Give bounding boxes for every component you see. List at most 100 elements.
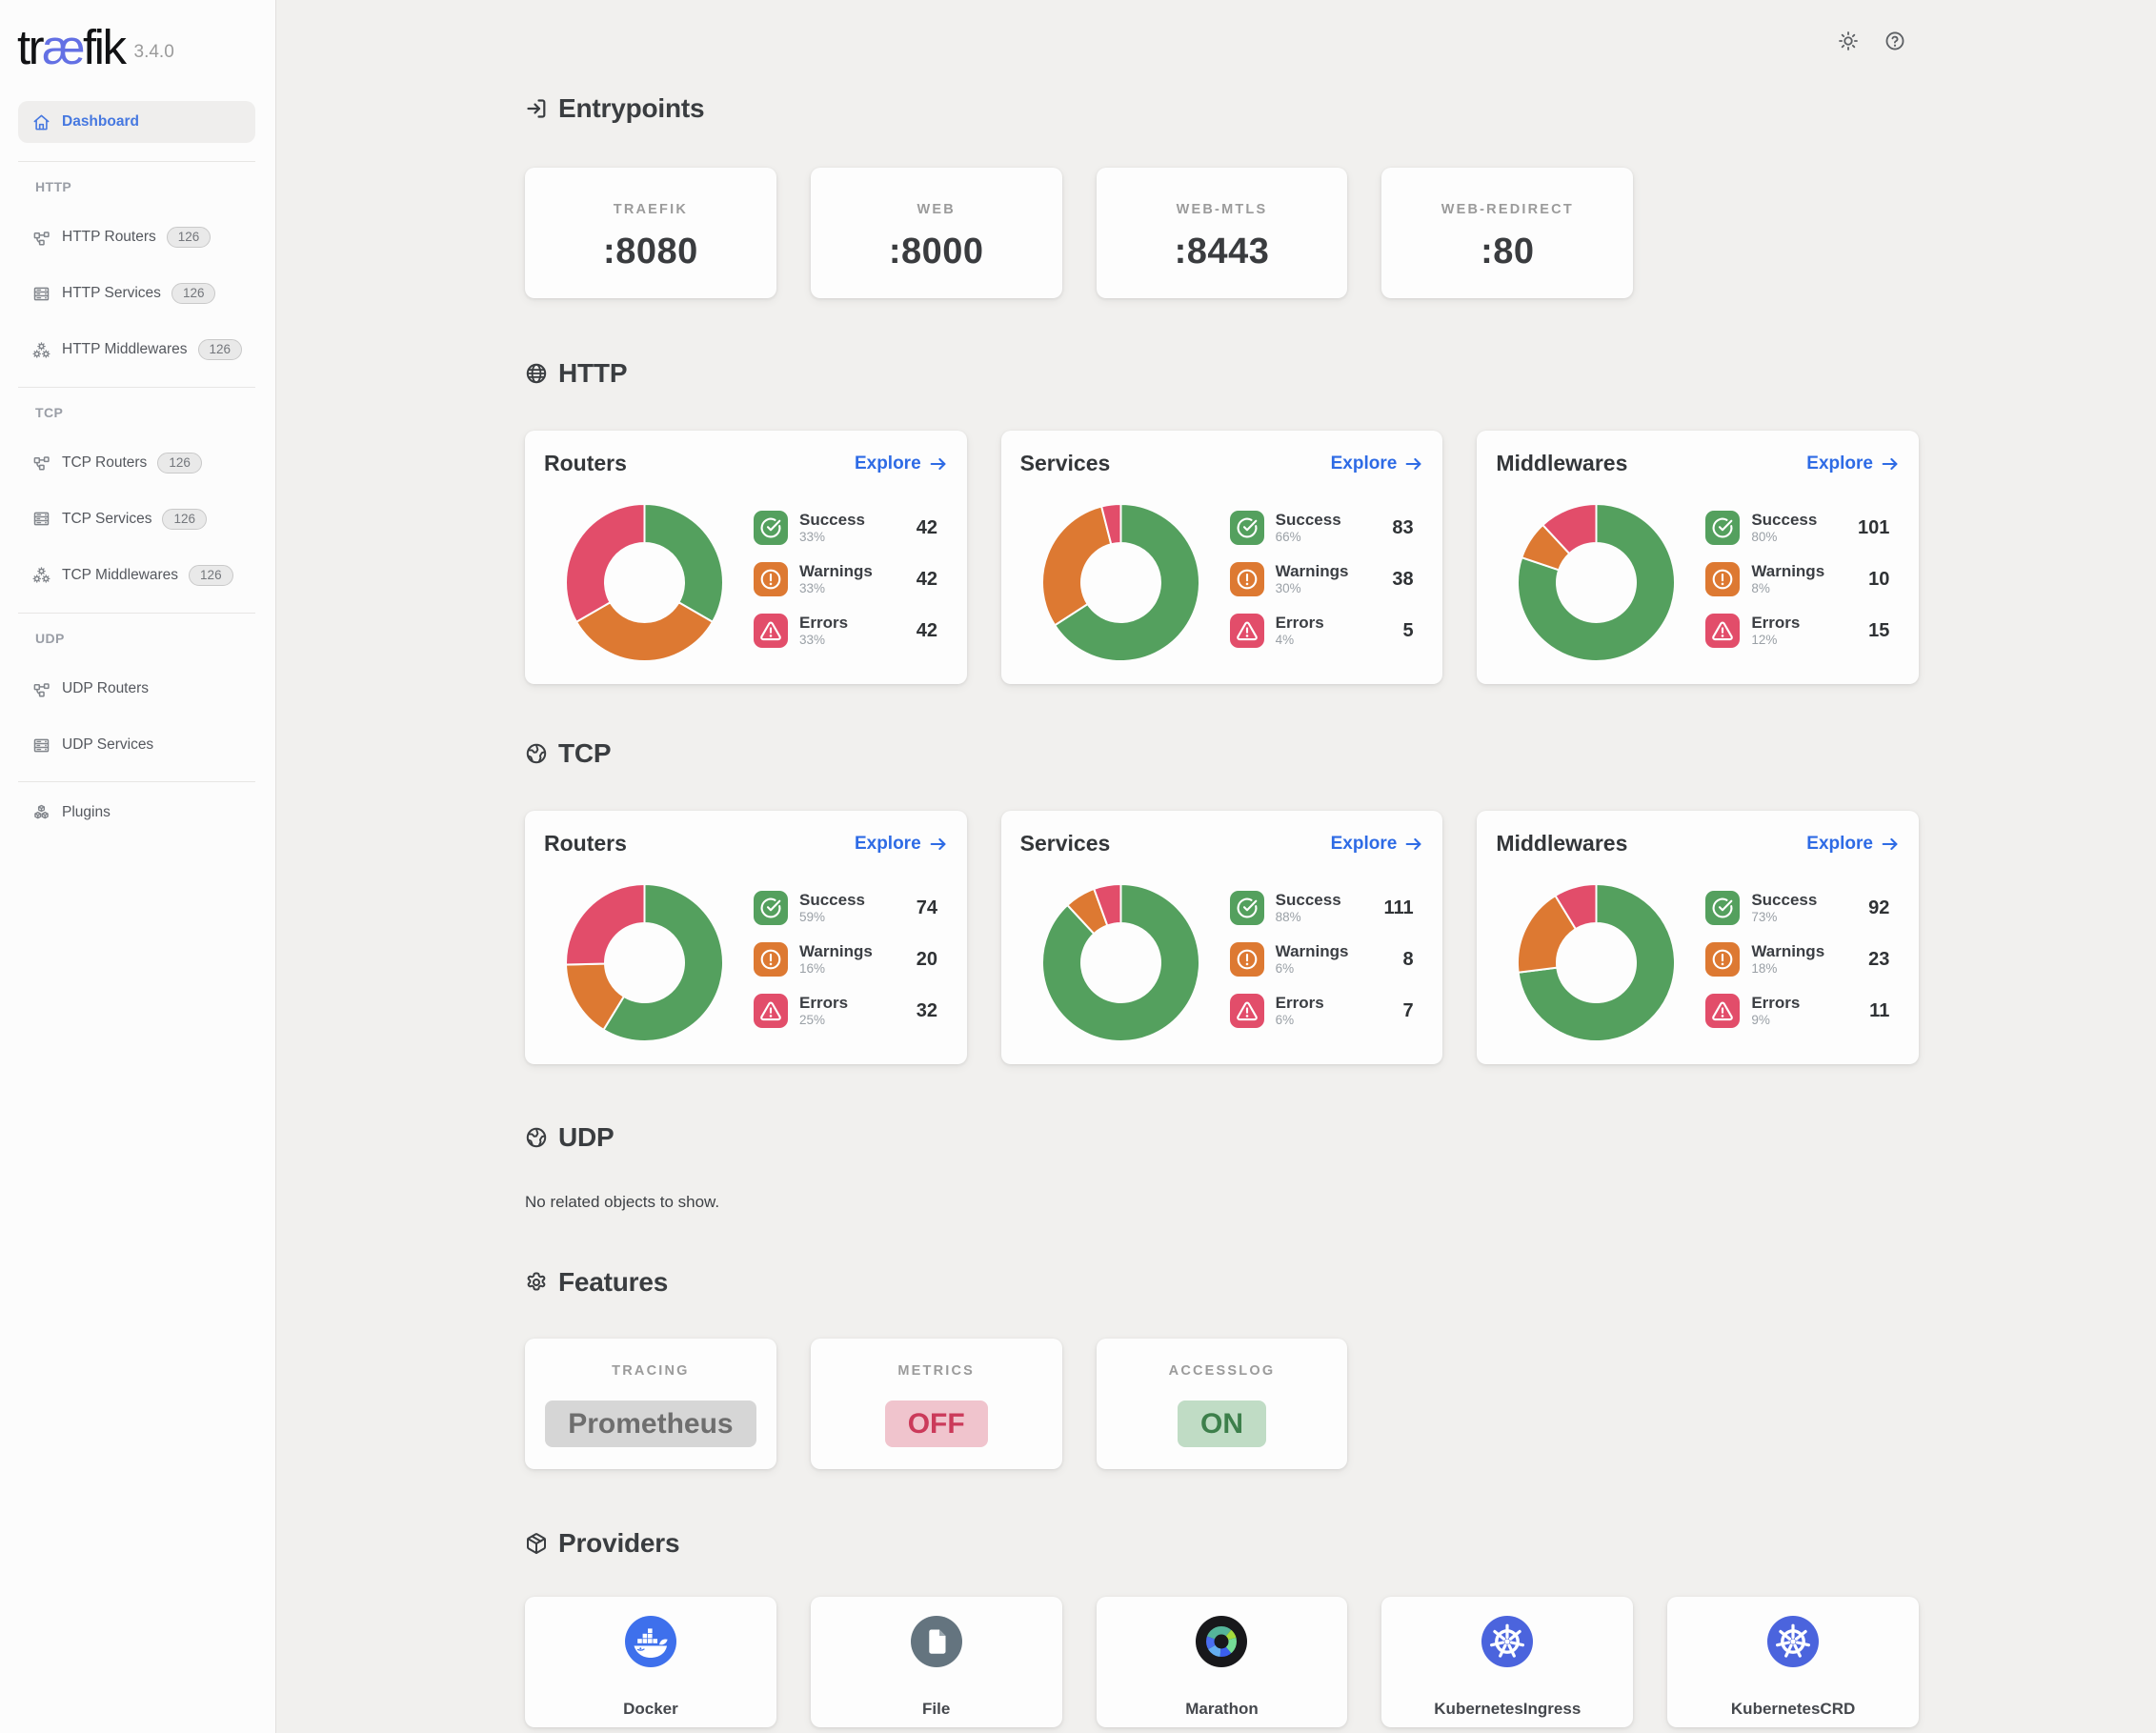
legend-text: Warnings 8% (1751, 562, 1824, 596)
entrypoints-grid: TRAEFIK:8080 WEB:8000 WEB-MTLS:8443 WEB-RED… (525, 168, 1919, 298)
legend-row-success: Success 80% 101 (1705, 511, 1889, 545)
card-header: Services Explore (1020, 831, 1425, 856)
logo-text-post: fik (83, 20, 127, 74)
file-logo-icon (910, 1616, 962, 1667)
explore-link[interactable]: Explore (1806, 833, 1901, 855)
legend-value: 42 (916, 619, 937, 641)
explore-label: Explore (1330, 833, 1398, 854)
router-icon (33, 231, 50, 246)
explore-link[interactable]: Explore (855, 833, 949, 855)
section-title-providers: Providers (525, 1528, 1919, 1558)
provider-name: KubernetesCRD (1730, 1700, 1856, 1718)
sidebar-item-label: UDP Services (62, 736, 154, 754)
legend-text: Errors 12% (1751, 614, 1800, 648)
section-title-text: UDP (558, 1122, 615, 1152)
legend-percent: 73% (1751, 910, 1778, 924)
explore-label: Explore (1806, 453, 1873, 474)
provider-name: Docker (623, 1700, 678, 1718)
legend-label: Errors (1275, 614, 1324, 632)
sidebar-item-http-middlewares[interactable]: HTTP Middlewares 126 (18, 331, 255, 369)
explore-link[interactable]: Explore (855, 453, 949, 474)
feature-state-pill: OFF (884, 1401, 988, 1447)
sidebar-item-plugins[interactable]: Plugins (18, 794, 255, 832)
provider-name: KubernetesIngress (1434, 1700, 1582, 1718)
explore-link[interactable]: Explore (1331, 833, 1425, 855)
warning-icon (754, 562, 788, 596)
tcp-card-services: Services Explore Success 88% 111 Warnings 6% 8 E… (1000, 811, 1443, 1064)
legend-percent: 33% (799, 633, 826, 647)
legend-text: Success 66% (1276, 511, 1341, 545)
donut-segment-error (1099, 502, 1122, 546)
legend-row-warning: Warnings 8% 10 (1705, 562, 1889, 596)
legend-percent: 59% (799, 910, 826, 924)
legend-value: 20 (916, 948, 937, 970)
donut-chart (565, 882, 724, 1042)
arrow-right-icon (1405, 837, 1421, 851)
sidebar-item-http-services[interactable]: HTTP Services 126 (18, 274, 255, 312)
sidebar-item-udp-services[interactable]: UDP Services (18, 726, 255, 764)
sidebar-item-label: TCP Services (62, 510, 152, 527)
legend-text: Success 80% (1751, 511, 1817, 545)
donut-segment-error (1541, 502, 1598, 555)
explore-label: Explore (854, 453, 921, 474)
donut-segment-error (1554, 882, 1598, 931)
entrypoint-name: WEB-REDIRECT (1441, 202, 1574, 217)
legend-label: Success (799, 891, 865, 909)
alert-circle-icon (1712, 949, 1733, 970)
card-header: Services Explore (1020, 451, 1425, 476)
entrypoint-port: :8080 (603, 232, 698, 272)
donut-chart (1040, 502, 1200, 662)
sidebar-item-udp-routers[interactable]: UDP Routers (18, 670, 255, 708)
logo: træfik 3.4.0 (17, 23, 275, 72)
entrypoint-port: :8000 (888, 232, 984, 272)
explore-link[interactable]: Explore (1806, 453, 1901, 474)
provider-card-docker: Docker (525, 1597, 776, 1727)
error-icon (754, 614, 788, 648)
kubernetes-logo-icon (1767, 1616, 1820, 1667)
features-grid: TRACING Prometheus METRICS OFF ACCESSLOG ON (525, 1339, 1919, 1469)
feature-name: ACCESSLOG (1168, 1363, 1276, 1379)
sidebar-item-label: HTTP Services (62, 285, 161, 301)
arrow-right-icon (930, 457, 946, 471)
provider-card-marathon: Marathon (1096, 1597, 1348, 1727)
legend-row-success: Success 33% 42 (754, 511, 937, 545)
explore-link[interactable]: Explore (1331, 453, 1425, 474)
explore-label: Explore (854, 833, 921, 854)
provider-name: File (922, 1700, 951, 1718)
legend-label: Warnings (799, 942, 873, 960)
plugins-icon (34, 805, 49, 819)
legend-text: Warnings 18% (1751, 942, 1824, 977)
sidebar-item-tcp-middlewares[interactable]: TCP Middlewares 126 (18, 556, 255, 594)
udp-empty-message: No related objects to show. (525, 1193, 720, 1211)
legend-label: Warnings (1275, 942, 1349, 960)
entrypoint-name: WEB (917, 202, 956, 217)
legend-percent: 6% (1275, 961, 1295, 976)
sidebar-item-tcp-services[interactable]: TCP Services 126 (18, 500, 255, 538)
card-title: Routers (544, 451, 627, 475)
donut-chart (1517, 882, 1677, 1042)
sidebar-item-dashboard[interactable]: Dashboard (18, 101, 255, 143)
main-content: Entrypoints TRAEFIK:8080 WEB:8000 WEB-MTLS… (525, 0, 1919, 1727)
sidebar-item-tcp-routers[interactable]: TCP Routers 126 (18, 444, 255, 482)
sidebar-item-badge: 126 (171, 283, 216, 304)
alert-triangle-icon (759, 621, 782, 641)
legend-value: 42 (916, 516, 937, 538)
entrypoints-icon (527, 99, 546, 118)
provider-card-kubernetescrd: KubernetesCRD (1667, 1597, 1919, 1727)
legend-percent: 9% (1751, 1013, 1770, 1027)
sidebar-item-badge: 126 (162, 508, 207, 530)
router-icon (33, 682, 50, 697)
sidebar-item-http-routers[interactable]: HTTP Routers 126 (18, 218, 255, 256)
explore-label: Explore (1330, 453, 1398, 474)
arrow-right-icon (930, 837, 946, 851)
legend-row-warning: Warnings 33% 42 (754, 562, 937, 596)
alert-circle-icon (760, 949, 781, 970)
card-header: Middlewares Explore (1496, 451, 1901, 476)
feature-name: TRACING (612, 1363, 690, 1379)
legend-text: Success 88% (1276, 891, 1341, 925)
alert-triangle-icon (1236, 1001, 1258, 1021)
tcp-card-routers: Routers Explore Success 59% 74 Warnings 16% 20 E… (525, 811, 967, 1064)
warning-icon (1229, 942, 1264, 977)
sidebar-item-badge: 126 (197, 339, 243, 360)
legend-text: Warnings 33% (799, 562, 873, 596)
